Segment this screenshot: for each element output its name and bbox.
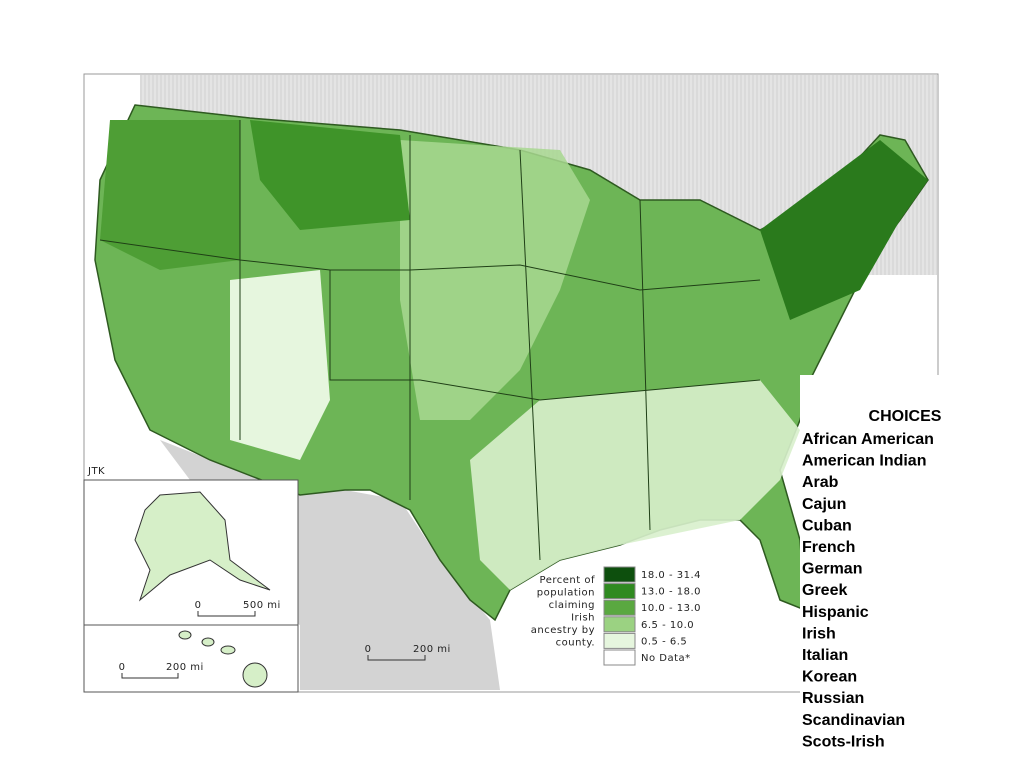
legend-title-line: population bbox=[537, 588, 595, 599]
legend-label: No Data* bbox=[641, 653, 691, 664]
scale-bar bbox=[121, 673, 179, 679]
choices-title: CHOICES bbox=[869, 408, 942, 425]
scale-start: 0 bbox=[365, 644, 372, 655]
choice-item: Russian bbox=[802, 690, 864, 707]
legend-title-line: Percent of bbox=[540, 575, 595, 586]
scale-end: 200 mi bbox=[413, 644, 451, 655]
choice-item: Greek bbox=[802, 582, 847, 599]
scale-bar bbox=[367, 655, 426, 661]
legend-label: 13.0 - 18.0 bbox=[641, 587, 701, 598]
choice-item: Hispanic bbox=[802, 604, 869, 621]
legend-title-line: county. bbox=[556, 638, 595, 649]
choice-item: Korean bbox=[802, 669, 857, 686]
choice-item: German bbox=[802, 561, 862, 578]
choice-item: Irish bbox=[802, 625, 836, 642]
scale-end: 200 mi bbox=[166, 662, 204, 673]
pacific-nw-region bbox=[100, 120, 240, 270]
state-lines bbox=[99, 120, 761, 561]
legend-swatch bbox=[603, 632, 636, 649]
south-region bbox=[470, 380, 800, 590]
legend-title-line: ancestry by bbox=[531, 625, 595, 636]
legend-label: 0.5 - 6.5 bbox=[641, 636, 687, 647]
choice-item: Arab bbox=[802, 474, 839, 491]
legend-swatch bbox=[603, 583, 636, 600]
legend-title-line: claiming bbox=[549, 600, 595, 611]
northeast-region bbox=[760, 140, 928, 320]
mountain-region bbox=[250, 120, 410, 230]
legend-swatch bbox=[603, 649, 636, 666]
attribution: JTK bbox=[87, 466, 105, 477]
legend-swatch bbox=[603, 566, 636, 583]
utah-region bbox=[230, 270, 330, 460]
scale-end: 500 mi bbox=[243, 600, 281, 611]
choice-item: French bbox=[802, 539, 855, 556]
choice-item: Italian bbox=[802, 647, 848, 664]
choice-item: Scandinavian bbox=[802, 712, 905, 729]
plains-region bbox=[400, 140, 590, 420]
legend-label: 18.0 - 31.4 bbox=[641, 570, 701, 581]
legend-swatch bbox=[603, 599, 636, 616]
legend-label: 6.5 - 10.0 bbox=[641, 620, 694, 631]
choice-item: African American bbox=[802, 431, 934, 448]
choice-item: American Indian bbox=[802, 453, 926, 470]
scale-start: 0 bbox=[119, 662, 126, 673]
choices-panel bbox=[800, 375, 1024, 768]
choice-item: Cajun bbox=[802, 496, 846, 513]
legend-title-line: Irish bbox=[571, 613, 595, 624]
scale-bar bbox=[197, 611, 256, 617]
alaska bbox=[134, 491, 271, 602]
legend-label: 10.0 - 13.0 bbox=[641, 603, 701, 614]
choice-item: Cuban bbox=[802, 517, 852, 534]
choice-item: Scots-Irish bbox=[802, 733, 885, 750]
hawaii bbox=[178, 630, 268, 688]
scale-start: 0 bbox=[195, 600, 202, 611]
legend-swatch bbox=[603, 616, 636, 633]
